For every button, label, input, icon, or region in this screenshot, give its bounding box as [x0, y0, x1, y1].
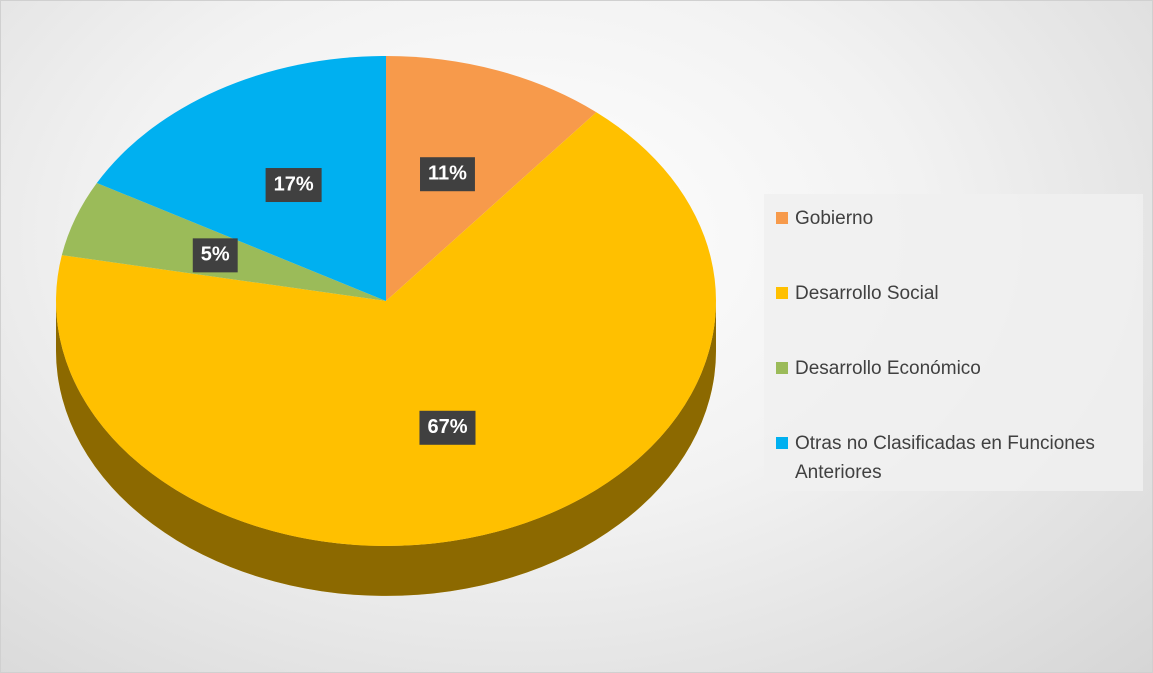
legend-label: Desarrollo Social: [795, 283, 939, 304]
slice: [386, 56, 597, 301]
legend-swatch: [776, 362, 788, 374]
legend-item: Desarrollo Social: [776, 279, 1133, 354]
legend-item: Desarrollo Económico: [776, 354, 1133, 429]
slice-side-shade: [56, 301, 716, 596]
slice-side: [56, 301, 716, 596]
data-label-box: [192, 238, 238, 273]
legend-label: Otras no Clasificadas en Funciones Anter…: [795, 433, 1095, 483]
legend-swatch: [776, 287, 788, 299]
legend-item: Gobierno: [776, 204, 1133, 279]
legend-swatch: [776, 212, 788, 224]
data-label-box: [420, 157, 475, 192]
legend-swatch: [776, 437, 788, 449]
data-label: 67%: [427, 416, 467, 438]
data-label: 5%: [201, 244, 230, 266]
slice: [55, 112, 717, 547]
slice: [96, 56, 387, 301]
legend: Gobierno Desarrollo Social Desarrollo Econ…: [764, 194, 1143, 491]
data-label-box: [419, 410, 476, 445]
legend-label: Desarrollo Económico: [795, 358, 981, 379]
data-label: 17%: [274, 173, 314, 195]
data-label-box: [265, 168, 322, 203]
legend-label: Gobierno: [795, 208, 874, 229]
data-label: 11%: [428, 162, 467, 184]
legend-item: Otras no Clasificadas en Funciones Anter…: [776, 429, 1133, 504]
